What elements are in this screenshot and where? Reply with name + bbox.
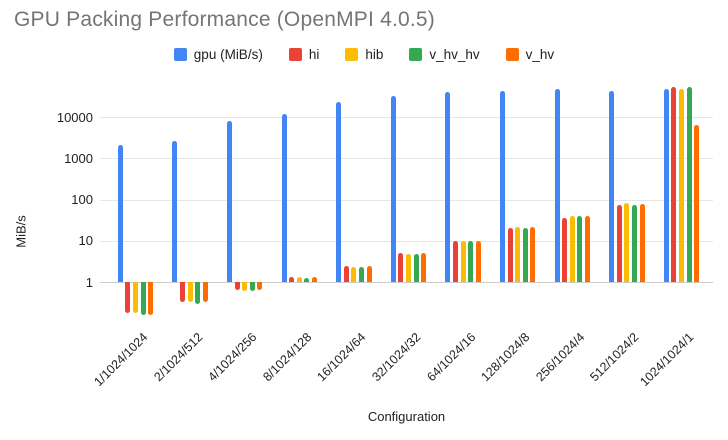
x-tick-label: 256/1024/4 bbox=[533, 330, 588, 385]
bar-hib bbox=[569, 216, 575, 282]
bar-hib bbox=[351, 267, 357, 282]
bar-hi bbox=[234, 282, 240, 290]
bar-v-hv-hv bbox=[468, 240, 474, 282]
bar-v-hv bbox=[585, 216, 590, 282]
bar-v-hv-hv bbox=[686, 86, 692, 282]
bar-v-hv-hv bbox=[413, 253, 419, 282]
bar-v-hv bbox=[475, 241, 481, 283]
legend-swatch bbox=[505, 48, 519, 61]
legend-label: v_hv_hv bbox=[429, 47, 480, 62]
legend-swatch bbox=[173, 48, 187, 61]
bar-gpu-mib-s- bbox=[227, 121, 232, 282]
bar-v-hv-hv bbox=[577, 216, 583, 282]
bar-hib bbox=[187, 282, 193, 303]
bar-hi bbox=[125, 282, 131, 313]
x-axis-title: Configuration bbox=[367, 409, 446, 424]
chart-title: GPU Packing Performance (OpenMPI 4.0.5) bbox=[14, 8, 435, 31]
y-tick-label: 10 bbox=[78, 233, 93, 249]
gridline bbox=[100, 199, 713, 201]
bar-v-hv-hv bbox=[522, 228, 528, 282]
bar-gpu-mib-s- bbox=[336, 102, 342, 283]
gridline bbox=[100, 158, 713, 160]
bar-gpu-mib-s- bbox=[390, 96, 396, 283]
legend-swatch bbox=[409, 48, 423, 61]
bar-v-hv bbox=[366, 266, 372, 283]
x-tick-label: 4/1024/256 bbox=[205, 330, 260, 385]
bar-hi bbox=[398, 253, 404, 282]
bar-hib bbox=[460, 241, 466, 283]
gridline bbox=[100, 240, 713, 242]
bar-v-hv bbox=[202, 282, 208, 303]
bar-hi bbox=[180, 282, 185, 303]
legend-item: hi bbox=[288, 47, 320, 62]
x-tick-label: 32/1024/32 bbox=[369, 330, 424, 385]
legend-label: gpu (MiB/s) bbox=[193, 47, 263, 62]
bar-hi bbox=[289, 276, 295, 283]
bar-gpu-mib-s- bbox=[117, 145, 123, 282]
x-tick-label: 2/1024/512 bbox=[150, 330, 206, 385]
bar-v-hv bbox=[530, 227, 536, 282]
legend-swatch bbox=[345, 48, 359, 61]
bar-v-hv bbox=[421, 253, 427, 282]
legend-item: v_hv bbox=[505, 47, 555, 62]
y-tick-label: 1 bbox=[85, 274, 93, 290]
bar-gpu-mib-s- bbox=[445, 92, 451, 283]
bar-hi bbox=[507, 227, 513, 282]
legend-label: hi bbox=[308, 47, 320, 62]
y-tick-label: 10000 bbox=[56, 109, 93, 125]
bar-v-hv bbox=[694, 124, 700, 282]
bar-v-hv bbox=[312, 277, 317, 282]
x-tick-label: 16/1024/64 bbox=[314, 330, 369, 385]
legend: gpu (MiB/s) hi hib v_hv_hv v_hv bbox=[0, 47, 728, 62]
bar-v-hv-hv bbox=[359, 266, 364, 282]
bar-gpu-mib-s- bbox=[500, 91, 505, 282]
bar-v-hv bbox=[257, 282, 263, 290]
bar-hi bbox=[671, 86, 677, 282]
bar-hib bbox=[624, 203, 630, 282]
bar-hi bbox=[453, 240, 458, 282]
bar-v-hv-hv bbox=[140, 282, 146, 315]
bar-hi bbox=[562, 217, 568, 283]
bar-v-hv-hv bbox=[632, 205, 637, 283]
bar-v-hv-hv bbox=[304, 278, 310, 282]
bar-v-hv bbox=[148, 282, 154, 315]
bar-gpu-mib-s- bbox=[281, 113, 287, 282]
bar-gpu-mib-s- bbox=[172, 141, 178, 282]
x-tick-label: 1024/1024/1 bbox=[637, 330, 697, 390]
x-tick-label: 64/1024/16 bbox=[423, 330, 479, 385]
bar-hi bbox=[616, 204, 622, 282]
bar-hib bbox=[679, 89, 684, 282]
legend-item: gpu (MiB/s) bbox=[173, 47, 263, 62]
bar-hib bbox=[515, 227, 521, 282]
x-tick-label: 8/1024/128 bbox=[260, 330, 315, 385]
legend-label: v_hv bbox=[525, 47, 555, 62]
bar-hib bbox=[296, 277, 302, 282]
bar-gpu-mib-s- bbox=[609, 90, 615, 283]
gridline bbox=[100, 117, 713, 119]
legend-item: hib bbox=[345, 47, 383, 62]
x-tick-label: 512/1024/2 bbox=[587, 330, 642, 385]
x-tick-label: 1/1024/1024 bbox=[91, 330, 151, 390]
bar-v-hv-hv bbox=[249, 282, 255, 291]
gridline bbox=[100, 282, 713, 283]
bar-hib bbox=[242, 282, 248, 291]
y-tick-label: 100 bbox=[71, 192, 93, 208]
bar-v-hv bbox=[639, 203, 645, 283]
bar-hib bbox=[406, 253, 411, 282]
y-axis-title: MiB/s bbox=[13, 215, 29, 248]
bar-v-hv-hv bbox=[195, 282, 201, 304]
bar-hi bbox=[343, 266, 349, 283]
legend-item: v_hv_hv bbox=[409, 47, 480, 62]
legend-swatch bbox=[288, 48, 302, 61]
bar-hib bbox=[133, 282, 138, 313]
y-tick-label: 1000 bbox=[64, 150, 93, 166]
bar-gpu-mib-s- bbox=[663, 89, 669, 282]
bar-gpu-mib-s- bbox=[554, 89, 560, 283]
x-tick-label: 128/1024/8 bbox=[478, 330, 533, 385]
legend-label: hib bbox=[365, 47, 384, 62]
